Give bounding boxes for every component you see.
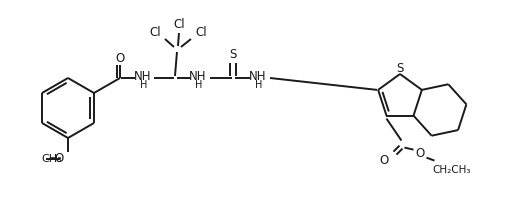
Text: O: O [380, 154, 389, 167]
Text: CH₃: CH₃ [41, 154, 62, 164]
Text: H: H [195, 80, 203, 90]
Text: O: O [116, 52, 125, 64]
Text: CH₂CH₃: CH₂CH₃ [432, 165, 471, 175]
Text: NH: NH [189, 71, 207, 84]
Text: H: H [140, 80, 148, 90]
Text: NH: NH [249, 71, 267, 84]
Text: S: S [396, 63, 404, 75]
Text: O: O [416, 147, 425, 160]
Text: Cl: Cl [173, 18, 185, 32]
Text: O: O [55, 152, 64, 166]
Text: Cl: Cl [195, 25, 207, 39]
Text: NH: NH [134, 71, 152, 84]
Text: S: S [229, 49, 237, 61]
Text: Cl: Cl [149, 25, 161, 39]
Text: H: H [255, 80, 263, 90]
